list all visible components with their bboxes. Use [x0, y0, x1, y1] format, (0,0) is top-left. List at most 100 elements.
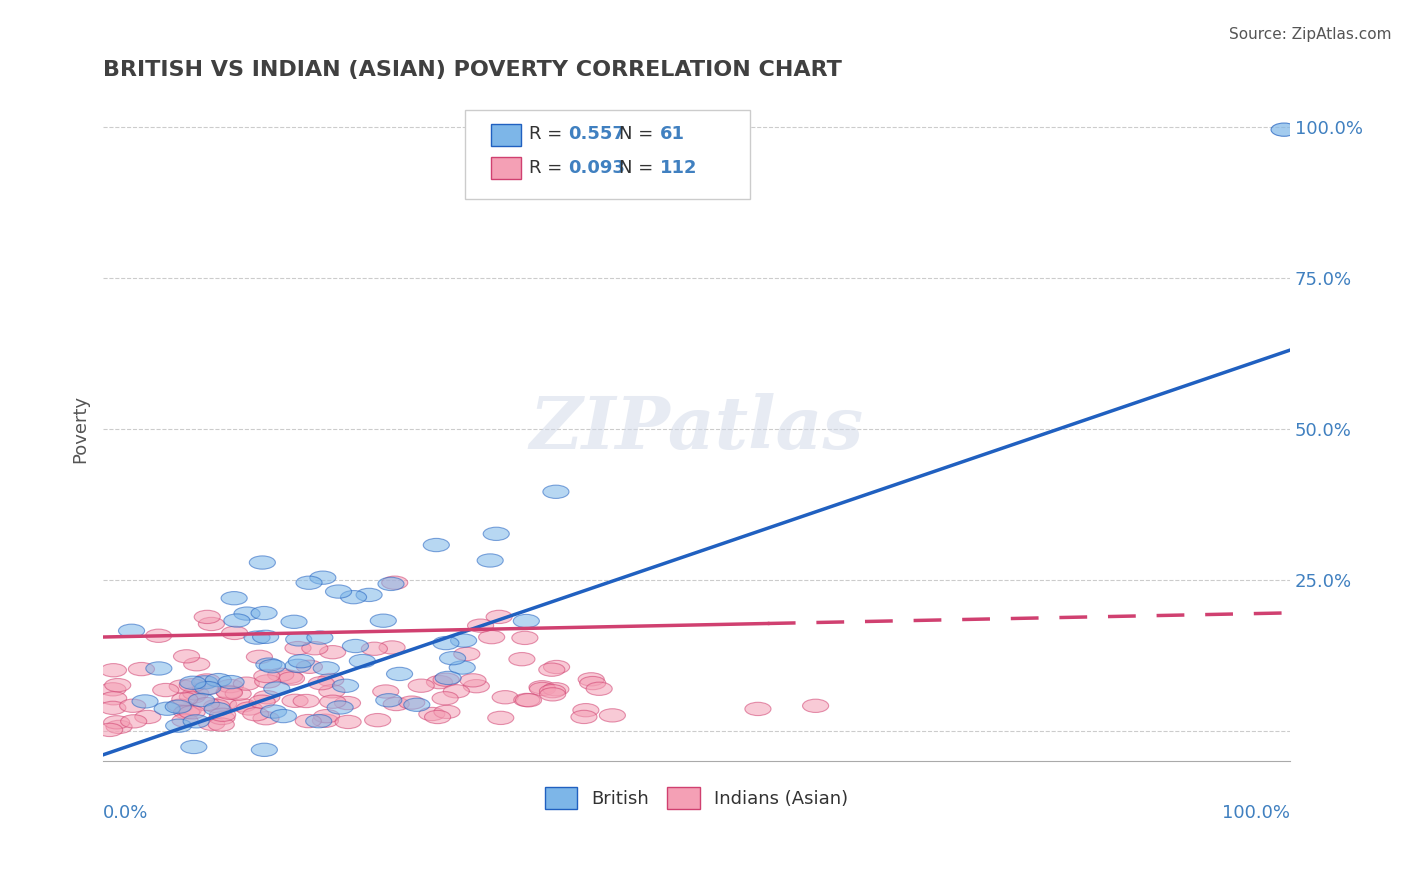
Ellipse shape	[509, 653, 534, 665]
Ellipse shape	[285, 641, 311, 655]
Ellipse shape	[188, 693, 215, 706]
Ellipse shape	[249, 695, 276, 708]
Ellipse shape	[373, 685, 399, 698]
Ellipse shape	[440, 651, 465, 665]
Ellipse shape	[229, 698, 256, 712]
Ellipse shape	[118, 624, 145, 638]
Ellipse shape	[370, 614, 396, 627]
Ellipse shape	[364, 714, 391, 727]
Ellipse shape	[513, 615, 540, 628]
Ellipse shape	[183, 687, 209, 700]
Ellipse shape	[335, 715, 361, 729]
Ellipse shape	[404, 698, 430, 712]
Text: Source: ZipAtlas.com: Source: ZipAtlas.com	[1229, 27, 1392, 42]
Ellipse shape	[243, 631, 270, 644]
Ellipse shape	[277, 670, 302, 683]
Ellipse shape	[209, 711, 235, 724]
Text: R =: R =	[529, 159, 568, 177]
FancyBboxPatch shape	[465, 110, 749, 200]
Ellipse shape	[172, 714, 198, 727]
Ellipse shape	[434, 672, 461, 684]
Ellipse shape	[516, 694, 541, 706]
Ellipse shape	[297, 576, 322, 590]
Ellipse shape	[319, 685, 344, 698]
Ellipse shape	[207, 766, 232, 780]
Ellipse shape	[167, 699, 194, 713]
Ellipse shape	[464, 680, 489, 693]
Ellipse shape	[432, 691, 458, 705]
Ellipse shape	[571, 710, 598, 723]
Ellipse shape	[297, 660, 322, 673]
Ellipse shape	[285, 659, 311, 673]
Ellipse shape	[513, 693, 540, 706]
Ellipse shape	[97, 723, 122, 737]
Ellipse shape	[270, 709, 297, 723]
Ellipse shape	[267, 668, 294, 681]
Ellipse shape	[745, 702, 770, 715]
Ellipse shape	[204, 699, 229, 713]
Ellipse shape	[194, 681, 221, 695]
Ellipse shape	[120, 699, 146, 713]
Ellipse shape	[380, 640, 405, 654]
Ellipse shape	[579, 676, 606, 690]
Ellipse shape	[209, 708, 236, 722]
Ellipse shape	[146, 662, 172, 675]
Ellipse shape	[249, 556, 276, 569]
Ellipse shape	[332, 679, 359, 692]
Text: 0.093: 0.093	[568, 159, 626, 177]
Ellipse shape	[260, 705, 287, 718]
Ellipse shape	[314, 709, 340, 723]
Ellipse shape	[425, 710, 451, 723]
Ellipse shape	[153, 683, 179, 697]
Ellipse shape	[384, 698, 409, 711]
Text: 100.0%: 100.0%	[1222, 804, 1291, 822]
Ellipse shape	[538, 663, 565, 676]
Ellipse shape	[235, 763, 262, 776]
Ellipse shape	[308, 676, 335, 690]
Legend: British, Indians (Asian): British, Indians (Asian)	[536, 778, 858, 818]
Ellipse shape	[408, 679, 434, 692]
Ellipse shape	[543, 682, 569, 696]
Ellipse shape	[101, 691, 127, 705]
Ellipse shape	[256, 658, 283, 672]
Ellipse shape	[572, 704, 599, 717]
Ellipse shape	[318, 673, 344, 687]
Ellipse shape	[468, 619, 494, 632]
Ellipse shape	[166, 719, 191, 732]
Ellipse shape	[246, 650, 273, 664]
Ellipse shape	[312, 714, 339, 727]
Ellipse shape	[543, 485, 569, 499]
Text: 0.0%: 0.0%	[103, 804, 149, 822]
Ellipse shape	[236, 702, 263, 715]
Ellipse shape	[349, 655, 375, 668]
Ellipse shape	[426, 675, 453, 689]
Ellipse shape	[176, 704, 201, 717]
Ellipse shape	[173, 706, 200, 719]
Ellipse shape	[529, 681, 555, 694]
Ellipse shape	[217, 685, 242, 698]
Ellipse shape	[155, 702, 180, 715]
FancyBboxPatch shape	[491, 124, 520, 145]
Ellipse shape	[599, 709, 626, 722]
Ellipse shape	[253, 631, 278, 643]
Ellipse shape	[165, 700, 191, 714]
Ellipse shape	[544, 660, 569, 673]
Y-axis label: Poverty: Poverty	[72, 394, 89, 463]
Text: N =: N =	[620, 125, 659, 144]
Ellipse shape	[450, 634, 477, 648]
Ellipse shape	[233, 677, 259, 690]
Ellipse shape	[309, 571, 336, 584]
Ellipse shape	[253, 712, 278, 725]
Ellipse shape	[100, 682, 127, 696]
Ellipse shape	[295, 714, 322, 728]
Ellipse shape	[204, 702, 231, 715]
Ellipse shape	[434, 706, 460, 718]
Ellipse shape	[179, 679, 205, 692]
Ellipse shape	[319, 646, 346, 659]
Ellipse shape	[477, 554, 503, 567]
Text: ZIPatlas: ZIPatlas	[530, 393, 863, 464]
Ellipse shape	[233, 607, 260, 620]
Ellipse shape	[218, 675, 245, 689]
Ellipse shape	[193, 681, 219, 695]
Ellipse shape	[356, 588, 382, 601]
